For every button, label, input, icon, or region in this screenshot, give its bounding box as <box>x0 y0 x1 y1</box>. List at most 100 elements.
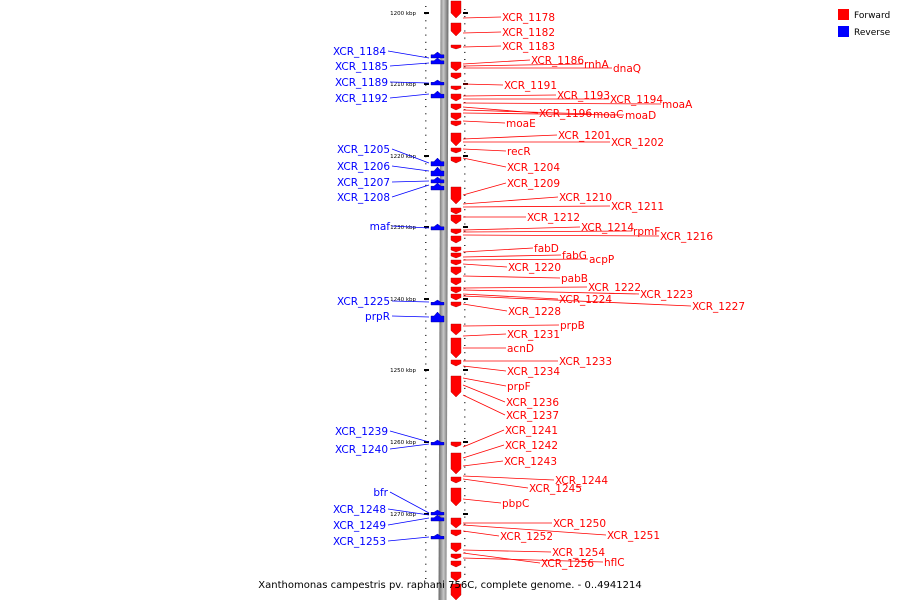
minor-tick <box>425 106 427 108</box>
forward-gene-glyph <box>450 228 462 235</box>
minor-tick <box>464 73 466 75</box>
minor-tick <box>464 102 466 103</box>
gene-label-moaa: moaA <box>662 99 693 111</box>
minor-tick <box>464 273 466 275</box>
major-tick <box>463 155 468 157</box>
minor-tick <box>464 109 466 111</box>
scale-tick-label: 1260 kbp <box>390 440 416 446</box>
leader-line-xcr-1220 <box>462 263 508 268</box>
gene-label-pbpc: pbpC <box>502 498 529 510</box>
gene-label-dnaq: dnaQ <box>613 63 641 75</box>
minor-tick <box>464 173 466 175</box>
leader-line-xcr-1178 <box>462 16 502 19</box>
leader-line-xcr-1248 <box>387 508 430 516</box>
minor-tick <box>425 492 427 494</box>
forward-gene-glyph <box>450 214 462 225</box>
gene-label-acnd: acnD <box>507 343 534 355</box>
minor-tick <box>425 127 427 129</box>
minor-tick <box>425 77 427 79</box>
reverse-gene-glyph <box>430 79 445 86</box>
gene-label-xcr-1191: XCR_1191 <box>504 80 557 92</box>
minor-tick <box>425 399 427 401</box>
minor-tick <box>464 495 466 497</box>
minor-tick <box>464 566 466 568</box>
leader-line-xcr-1222 <box>462 286 588 289</box>
gene-label-xcr-1210: XCR_1210 <box>559 192 612 204</box>
minor-tick <box>464 180 466 182</box>
scale-minor-ticks <box>425 6 466 582</box>
major-tick <box>424 441 429 443</box>
minor-tick <box>425 63 427 65</box>
minor-tick <box>464 316 466 318</box>
minor-tick <box>425 449 427 451</box>
gene-label-xcr-1240: XCR_1240 <box>335 444 388 456</box>
gene-label-xcr-1192: XCR_1192 <box>335 93 388 105</box>
gene-label-xcr-1252: XCR_1252 <box>500 531 553 543</box>
genome-backbone <box>438 0 449 600</box>
minor-tick <box>464 295 466 296</box>
minor-tick <box>425 456 427 458</box>
minor-tick <box>425 477 427 479</box>
gene-label-xcr-1254: XCR_1254 <box>552 547 605 559</box>
leader-line-xcr-1252 <box>462 530 500 537</box>
leader-line-xcr-1211 <box>462 205 611 208</box>
minor-tick <box>425 48 427 50</box>
gene-label-xcr-1241: XCR_1241 <box>505 425 558 437</box>
forward-gene-glyph <box>450 323 462 336</box>
gene-label-xcr-1182: XCR_1182 <box>502 27 555 39</box>
forward-gene-glyph <box>450 246 462 253</box>
minor-tick <box>425 234 427 236</box>
leader-line-xcr-1184 <box>387 50 430 59</box>
gene-label-xcr-1228: XCR_1228 <box>508 306 561 318</box>
leader-line-moac <box>462 109 593 115</box>
reverse-gene-glyph <box>430 533 445 540</box>
minor-tick <box>464 416 466 418</box>
forward-gene-glyph <box>450 571 462 582</box>
leader-line-bfr <box>389 491 430 514</box>
minor-tick <box>464 402 466 404</box>
leader-line-prpr <box>391 315 430 318</box>
forward-gene-glyph <box>450 529 462 537</box>
gene-label-xcr-1225: XCR_1225 <box>337 296 390 308</box>
forward-gene-glyph <box>450 583 462 600</box>
forward-gene-glyph <box>450 207 462 215</box>
major-tick <box>463 12 468 14</box>
minor-tick <box>425 570 427 572</box>
forward-gene-glyph <box>450 120 462 127</box>
reverse-gene-glyph <box>430 157 445 167</box>
major-tick <box>463 369 468 371</box>
gene-label-xcr-1237: XCR_1237 <box>506 410 559 422</box>
leader-line-xcr-1183 <box>462 45 502 48</box>
minor-tick <box>464 237 466 239</box>
minor-tick <box>425 199 427 201</box>
gene-label-bfr: bfr <box>373 487 388 499</box>
gene-label-xcr-1220: XCR_1220 <box>508 262 561 274</box>
leader-line-xcr-1223 <box>462 289 640 295</box>
minor-tick <box>464 337 466 339</box>
gene-label-xcr-1231: XCR_1231 <box>507 329 560 341</box>
minor-tick <box>425 249 427 251</box>
reverse-gene-glyph <box>430 166 445 177</box>
gene-label-xcr-1208: XCR_1208 <box>337 192 390 204</box>
leader-line-moaa <box>462 102 662 105</box>
gene-label-moac: moaC <box>593 109 623 121</box>
minor-tick <box>464 423 466 425</box>
major-tick <box>424 298 429 300</box>
leader-line-xcr-1185 <box>389 62 430 67</box>
minor-tick <box>425 549 427 551</box>
minor-tick <box>425 70 427 72</box>
minor-tick <box>425 520 427 522</box>
gene-label-xcr-1227: XCR_1227 <box>692 301 745 313</box>
minor-tick <box>464 309 466 311</box>
reverse-gene-glyph <box>430 311 445 323</box>
gene-label-xcr-1245: XCR_1245 <box>529 483 582 495</box>
label-leader-lines <box>387 16 692 564</box>
forward-gene-glyph <box>450 266 462 276</box>
leader-line-hflc <box>462 557 604 563</box>
minor-tick <box>464 123 466 125</box>
gene-label-xcr-1243: XCR_1243 <box>504 456 557 468</box>
minor-tick <box>425 34 427 36</box>
minor-tick <box>425 535 427 537</box>
gene-label-xcr-1250: XCR_1250 <box>553 518 606 530</box>
leader-line-xcr-1204 <box>462 157 507 168</box>
